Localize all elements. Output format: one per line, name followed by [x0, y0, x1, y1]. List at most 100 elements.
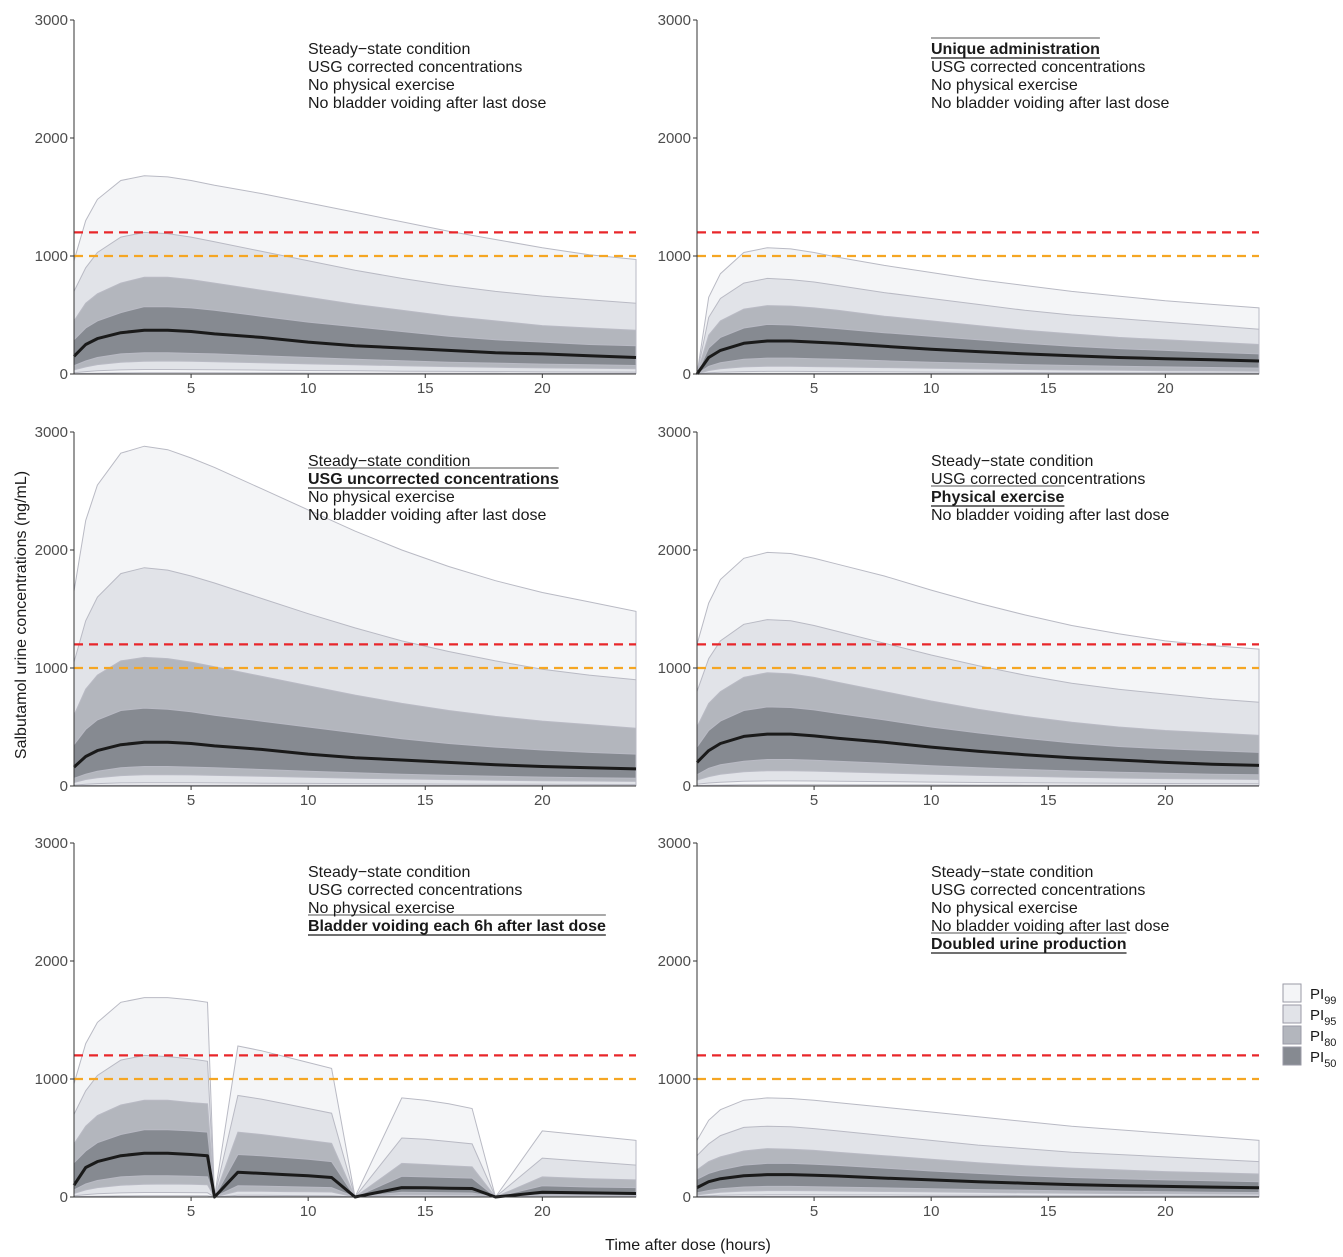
y-tick-label: 1000 [658, 248, 691, 265]
median-line [695, 732, 1260, 767]
y-tick-label: 1000 [35, 248, 68, 265]
x-tick-label: 5 [810, 1203, 818, 1220]
svg-text:PI99: PI99 [1310, 986, 1336, 1007]
annotation-line: No physical exercise [931, 77, 1078, 94]
annotation-line: Steady−state condition [931, 864, 1093, 881]
legend-label-pi95: PI [1310, 1007, 1324, 1024]
x-tick-label: 15 [1040, 380, 1057, 397]
annotation-line: USG corrected concentrations [931, 882, 1145, 899]
svg-text:PI95: PI95 [1310, 1007, 1336, 1028]
annotation-line: Doubled urine production [931, 936, 1127, 953]
legend-sub-pi99: 99 [1324, 995, 1336, 1007]
annotation-line: No physical exercise [308, 77, 455, 94]
y-tick-label: 2000 [35, 542, 68, 559]
x-tick-label: 20 [1157, 380, 1174, 397]
legend-sub-pi50: 50 [1324, 1058, 1336, 1070]
x-tick-label: 5 [810, 792, 818, 809]
x-tick-label: 5 [187, 1203, 195, 1220]
median-line [72, 328, 637, 359]
x-tick-label: 10 [923, 380, 940, 397]
y-tick-label: 3000 [35, 835, 68, 852]
annotation-line: No bladder voiding after last dose [931, 507, 1169, 524]
x-tick-label: 15 [417, 792, 434, 809]
panel-4: 0 1000 2000 3000 5 10 15 20 Steady−state conditi… [658, 424, 1260, 809]
y-tick-label: 1000 [35, 660, 68, 677]
x-tick-label: 20 [1157, 1203, 1174, 1220]
legend: PI99 PI95 PI80 PI50 [1282, 983, 1336, 1070]
annotation-line: Steady−state condition [308, 453, 470, 470]
annotation-line: USG corrected concentrations [308, 882, 522, 899]
legend-label-pi50: PI [1310, 1049, 1324, 1066]
legend-item-pi50: PI50 [1282, 1046, 1336, 1070]
panel-1: 0 1000 2000 3000 5 10 15 20 Steady−state conditi… [35, 12, 637, 397]
legend-swatch-pi95 [1282, 1004, 1302, 1024]
x-tick-label: 10 [300, 380, 317, 397]
y-tick-label: 0 [60, 366, 68, 383]
x-tick-label: 10 [923, 792, 940, 809]
x-tick-label: 10 [923, 1203, 940, 1220]
annotation-line: No bladder voiding after last dose [308, 95, 546, 112]
x-tick-label: 20 [534, 1203, 551, 1220]
median-line [695, 339, 1260, 375]
annotation-line: Steady−state condition [308, 864, 470, 881]
annotation-line: USG corrected concentrations [931, 59, 1145, 76]
annotation-line: USG uncorrected concentrations [308, 471, 559, 488]
legend-sub-pi95: 95 [1324, 1016, 1336, 1028]
y-tick-label: 2000 [35, 130, 68, 147]
annotation-line: Unique administration [931, 41, 1100, 58]
x-tick-label: 5 [810, 380, 818, 397]
annotation-line: No physical exercise [308, 900, 455, 917]
annotation-line: Physical exercise [931, 489, 1065, 506]
legend-sub-pi80: 80 [1324, 1037, 1336, 1049]
x-axis-title: Time after dose (hours) [605, 1237, 771, 1254]
legend-swatch-pi80 [1282, 1025, 1302, 1045]
panel-2: 0 1000 2000 3000 5 10 15 20 Unique administratio… [658, 12, 1260, 397]
legend-label-pi80: PI [1310, 1028, 1324, 1045]
annotation-line: USG corrected concentrations [931, 471, 1145, 488]
svg-text:PI50: PI50 [1310, 1049, 1336, 1070]
annotation-line: USG corrected concentrations [308, 59, 522, 76]
x-tick-label: 15 [1040, 1203, 1057, 1220]
y-tick-label: 2000 [658, 130, 691, 147]
svg-text:PI80: PI80 [1310, 1028, 1336, 1049]
legend-label-pi99: PI [1310, 986, 1324, 1003]
panel-6: 0 1000 2000 3000 5 10 15 20 Steady−state conditi… [658, 835, 1260, 1220]
y-tick-label: 3000 [35, 424, 68, 441]
legend-swatch-pi99 [1282, 983, 1302, 1003]
annotation-line: Bladder voiding each 6h after last dose [308, 918, 606, 935]
x-tick-label: 20 [534, 792, 551, 809]
x-tick-label: 5 [187, 380, 195, 397]
annotation-line: No bladder voiding after last dose [308, 507, 546, 524]
band-pi50 [73, 306, 637, 367]
band-pi50 [73, 707, 637, 780]
y-tick-label: 0 [683, 778, 691, 795]
x-tick-label: 20 [534, 380, 551, 397]
annotation-line: No physical exercise [931, 900, 1078, 917]
y-axis-title: Salbutamol urine concentrations (ng/mL) [13, 471, 30, 759]
y-tick-label: 0 [683, 1189, 691, 1206]
y-tick-label: 3000 [658, 835, 691, 852]
y-tick-label: 0 [60, 778, 68, 795]
y-tick-label: 1000 [35, 1071, 68, 1088]
median-line [72, 1151, 637, 1199]
band-pi50 [696, 706, 1260, 776]
y-tick-label: 3000 [35, 12, 68, 29]
median-line [72, 740, 637, 771]
annotation-line: Steady−state condition [308, 41, 470, 58]
y-tick-label: 2000 [658, 953, 691, 970]
y-tick-label: 0 [60, 1189, 68, 1206]
x-tick-label: 10 [300, 1203, 317, 1220]
median-line [696, 1173, 1260, 1190]
annotation-line: No physical exercise [308, 489, 455, 506]
y-tick-label: 1000 [658, 1071, 691, 1088]
y-tick-label: 1000 [658, 660, 691, 677]
y-tick-label: 3000 [658, 12, 691, 29]
x-tick-label: 15 [417, 380, 434, 397]
x-tick-label: 20 [1157, 792, 1174, 809]
annotation-line: No bladder voiding after last dose [931, 95, 1169, 112]
legend-swatch-pi50 [1282, 1046, 1302, 1066]
legend-item-pi80: PI80 [1282, 1025, 1336, 1049]
annotation-line: Steady−state condition [931, 453, 1093, 470]
annotation-line: No bladder voiding after last dose [931, 918, 1169, 935]
